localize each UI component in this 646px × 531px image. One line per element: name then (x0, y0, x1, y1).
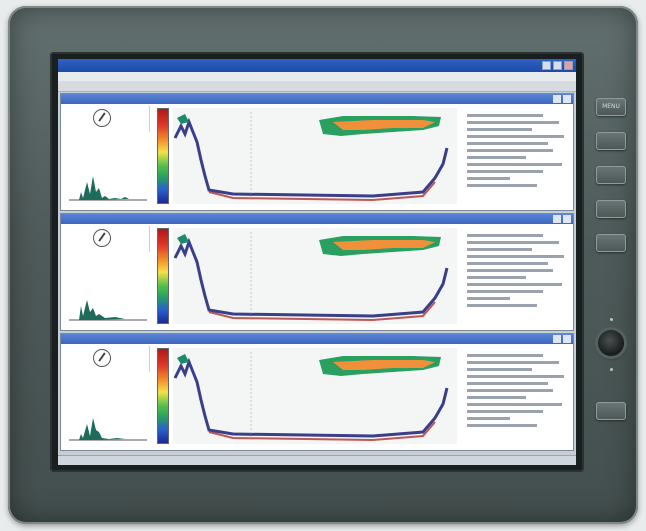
panel-title-bar (61, 214, 573, 224)
panel-title-bar (61, 94, 573, 104)
hw-button-5[interactable] (596, 234, 626, 252)
info-header (463, 348, 571, 350)
screen (58, 59, 576, 465)
maximize-icon[interactable] (553, 61, 562, 70)
heading-indicator (65, 106, 150, 132)
toolbar (58, 81, 576, 92)
fish-school-core (333, 120, 435, 130)
indicator-dot-bottom (610, 368, 613, 371)
info-header (463, 108, 571, 110)
panel-restore-icon[interactable] (553, 335, 561, 343)
histogram-bars (79, 176, 129, 200)
histogram-bars (79, 300, 125, 320)
panel-restore-icon[interactable] (553, 95, 561, 103)
close-icon[interactable] (564, 61, 573, 70)
panel-close-icon[interactable] (563, 95, 571, 103)
colorbar-scale (147, 348, 156, 444)
panel-close-icon[interactable] (563, 335, 571, 343)
panel-title-bar (61, 334, 573, 344)
info-panel (463, 228, 571, 324)
screen-frame (50, 52, 584, 472)
echogram (173, 228, 457, 324)
echogram-panel-3 (60, 333, 574, 451)
menu-bar (58, 72, 576, 81)
histogram (69, 418, 147, 441)
colorbar-scale (147, 228, 156, 324)
heading-indicator (65, 346, 150, 372)
color-scale-bar (157, 348, 169, 444)
compass-icon (93, 109, 111, 127)
hw-button-lower[interactable] (596, 402, 626, 420)
surface-echo (177, 354, 189, 364)
histogram-bars (79, 418, 125, 440)
echogram (173, 108, 457, 204)
window-titlebar (58, 59, 576, 72)
fish-school-core (333, 240, 435, 250)
hw-button-4[interactable] (596, 200, 626, 218)
surface-echo (177, 234, 189, 244)
echogram-panel-1 (60, 93, 574, 211)
histogram (69, 176, 147, 201)
seabed-line (173, 237, 449, 318)
seabed-line (173, 357, 449, 438)
seabed-return (208, 421, 436, 442)
fish-school-core (333, 360, 435, 370)
color-scale-bar (157, 108, 169, 204)
status-bar (58, 455, 576, 465)
info-panel (463, 348, 571, 444)
echogram-panel-2 (60, 213, 574, 331)
histogram (69, 300, 147, 321)
colorbar-scale (147, 108, 156, 204)
echogram (173, 348, 457, 444)
seabed-return (208, 181, 436, 202)
compass-icon (93, 349, 111, 367)
panel-close-icon[interactable] (563, 215, 571, 223)
minimize-icon[interactable] (542, 61, 551, 70)
indicator-dot-top (610, 318, 613, 321)
compass-icon (93, 229, 111, 247)
hw-button-menu[interactable]: MENU (596, 98, 626, 116)
info-panel (463, 108, 571, 204)
color-scale-bar (157, 228, 169, 324)
rotary-knob[interactable] (598, 330, 624, 356)
info-header (463, 228, 571, 230)
panel-restore-icon[interactable] (553, 215, 561, 223)
hw-button-3[interactable] (596, 166, 626, 184)
heading-indicator (65, 226, 150, 252)
seabed-return (208, 301, 436, 322)
seabed-line (173, 117, 449, 198)
surface-echo (177, 114, 189, 124)
hw-button-2[interactable] (596, 132, 626, 150)
